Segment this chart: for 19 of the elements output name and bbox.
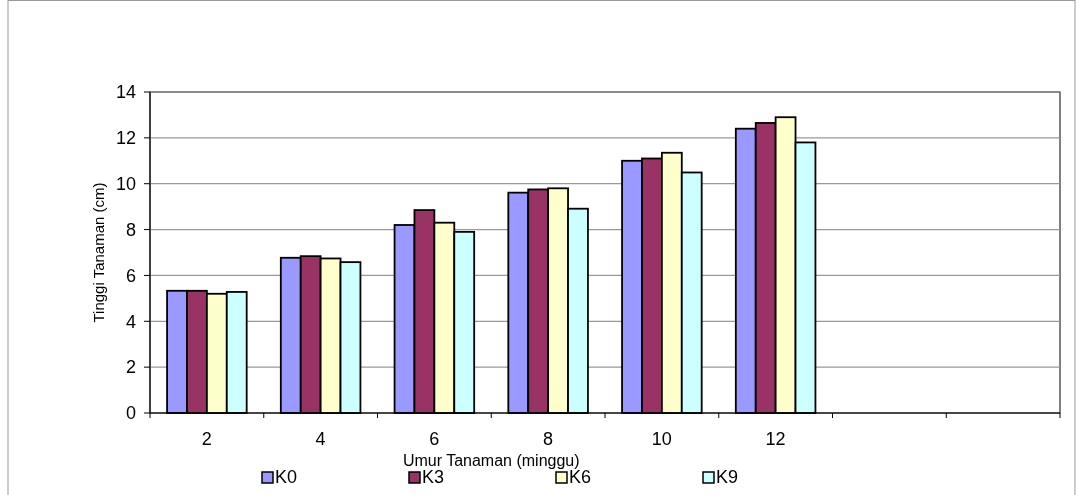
x-tick-label: 10 [651, 429, 672, 449]
legend-label: K9 [716, 467, 739, 487]
legend-label: K3 [422, 467, 445, 487]
y-tick-label: 8 [125, 219, 136, 240]
x-tick-label: 2 [201, 429, 212, 449]
x-tick-label: 12 [765, 429, 786, 449]
y-tick-label: 14 [115, 82, 136, 103]
y-axis-title: Tinggi Tanaman (cm) [90, 182, 107, 323]
y-tick-label: 12 [115, 128, 136, 149]
y-tick-label: 4 [125, 311, 136, 332]
y-tick-label: 10 [115, 174, 136, 195]
y-tick-label: 0 [125, 403, 136, 424]
x-tick-label: 6 [429, 429, 440, 449]
x-tick-label: 4 [315, 429, 326, 449]
y-tick-label: 2 [125, 357, 136, 378]
x-tick-label: 8 [543, 429, 554, 449]
y-tick-label: 6 [125, 265, 136, 286]
legend-label: K0 [275, 467, 298, 487]
x-axis-title: Umur Tanaman (minggu) [402, 452, 580, 469]
